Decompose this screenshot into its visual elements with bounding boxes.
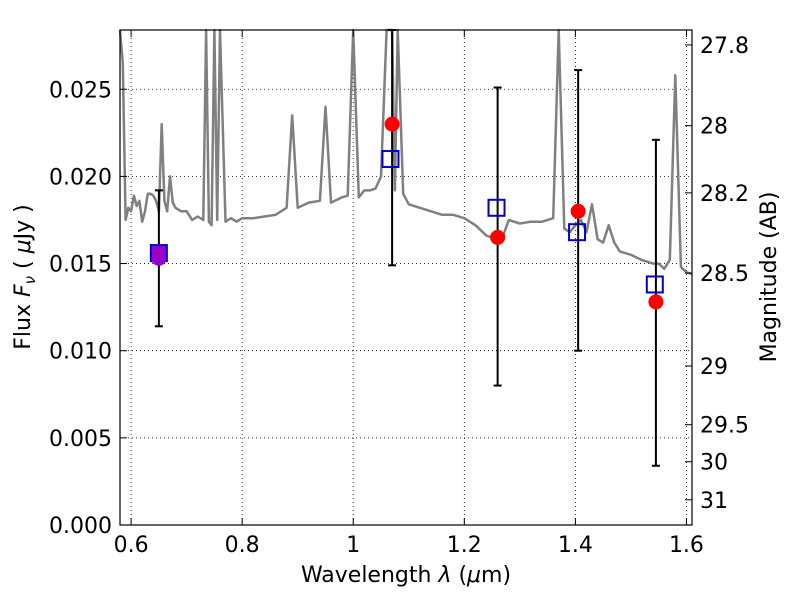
x-tick-label: 0.6 <box>114 533 149 558</box>
y-tick-label: 0.005 <box>49 427 112 452</box>
model-point <box>487 198 506 217</box>
spectrum-series <box>118 28 693 276</box>
x-axis-label-open: ( <box>451 563 467 588</box>
y-axis-label-symbol: F <box>11 284 36 297</box>
observed-point <box>648 294 664 310</box>
y-tick-label: 0.000 <box>49 514 112 539</box>
x-tick-label: 1.4 <box>558 533 593 558</box>
y2-tick-label: 29 <box>700 355 728 380</box>
x-axis-label-symbol: λ <box>437 563 451 588</box>
y2-tick-label: 28 <box>700 115 728 140</box>
x-tick-label: 1.6 <box>669 533 704 558</box>
x-axis-label-text: Wavelength <box>301 563 439 588</box>
y2-tick-label: 28.5 <box>700 262 749 287</box>
y2-tick-label: 28.2 <box>700 182 749 207</box>
y-axis-label-open: ( <box>11 253 36 276</box>
axis-ticks: 0.6 0.8 1 1.2 1.4 1.6 0.000 0.005 0.010 0.015 0.02… <box>49 30 749 558</box>
model-point <box>381 149 400 168</box>
y2-tick-label: 31 <box>700 489 728 514</box>
spectrum-line <box>118 28 693 276</box>
y-axis-label-subscript: ν <box>21 276 39 284</box>
observed-point <box>490 229 506 245</box>
y-tick-label: 0.015 <box>49 253 112 278</box>
y2-tick-label: 29.5 <box>700 414 749 439</box>
observed-point <box>151 250 167 266</box>
model-point <box>645 275 664 294</box>
x-tick-label: 1.2 <box>447 533 482 558</box>
model-point <box>568 223 587 242</box>
y2-axis-label: Magnitude (AB) <box>757 192 782 363</box>
x-axis-label-unit: m) <box>481 563 511 588</box>
error-bars <box>154 29 660 467</box>
y-tick-label: 0.010 <box>49 340 112 365</box>
y-axis-label-mu: μ <box>11 239 36 254</box>
y-axis-label: Flux Fν ( μJy ) <box>11 204 39 349</box>
y-axis-label-text: Flux <box>11 297 36 350</box>
y-tick-label: 0.020 <box>49 165 112 190</box>
x-tick-label: 0.8 <box>225 533 260 558</box>
y2-tick-label: 27.8 <box>700 34 749 59</box>
observed-points <box>151 116 664 310</box>
plot-frame <box>119 29 693 526</box>
y-axis-label-unit: Jy ) <box>11 204 36 241</box>
observed-point <box>570 203 586 219</box>
y-tick-label: 0.025 <box>49 78 112 103</box>
x-axis-label: Wavelength λ (μm) <box>301 563 511 588</box>
observed-point <box>384 116 400 132</box>
y2-tick-label: 30 <box>700 451 728 476</box>
x-tick-label: 1 <box>346 533 360 558</box>
x-axis-label-mu: μ <box>466 563 481 588</box>
